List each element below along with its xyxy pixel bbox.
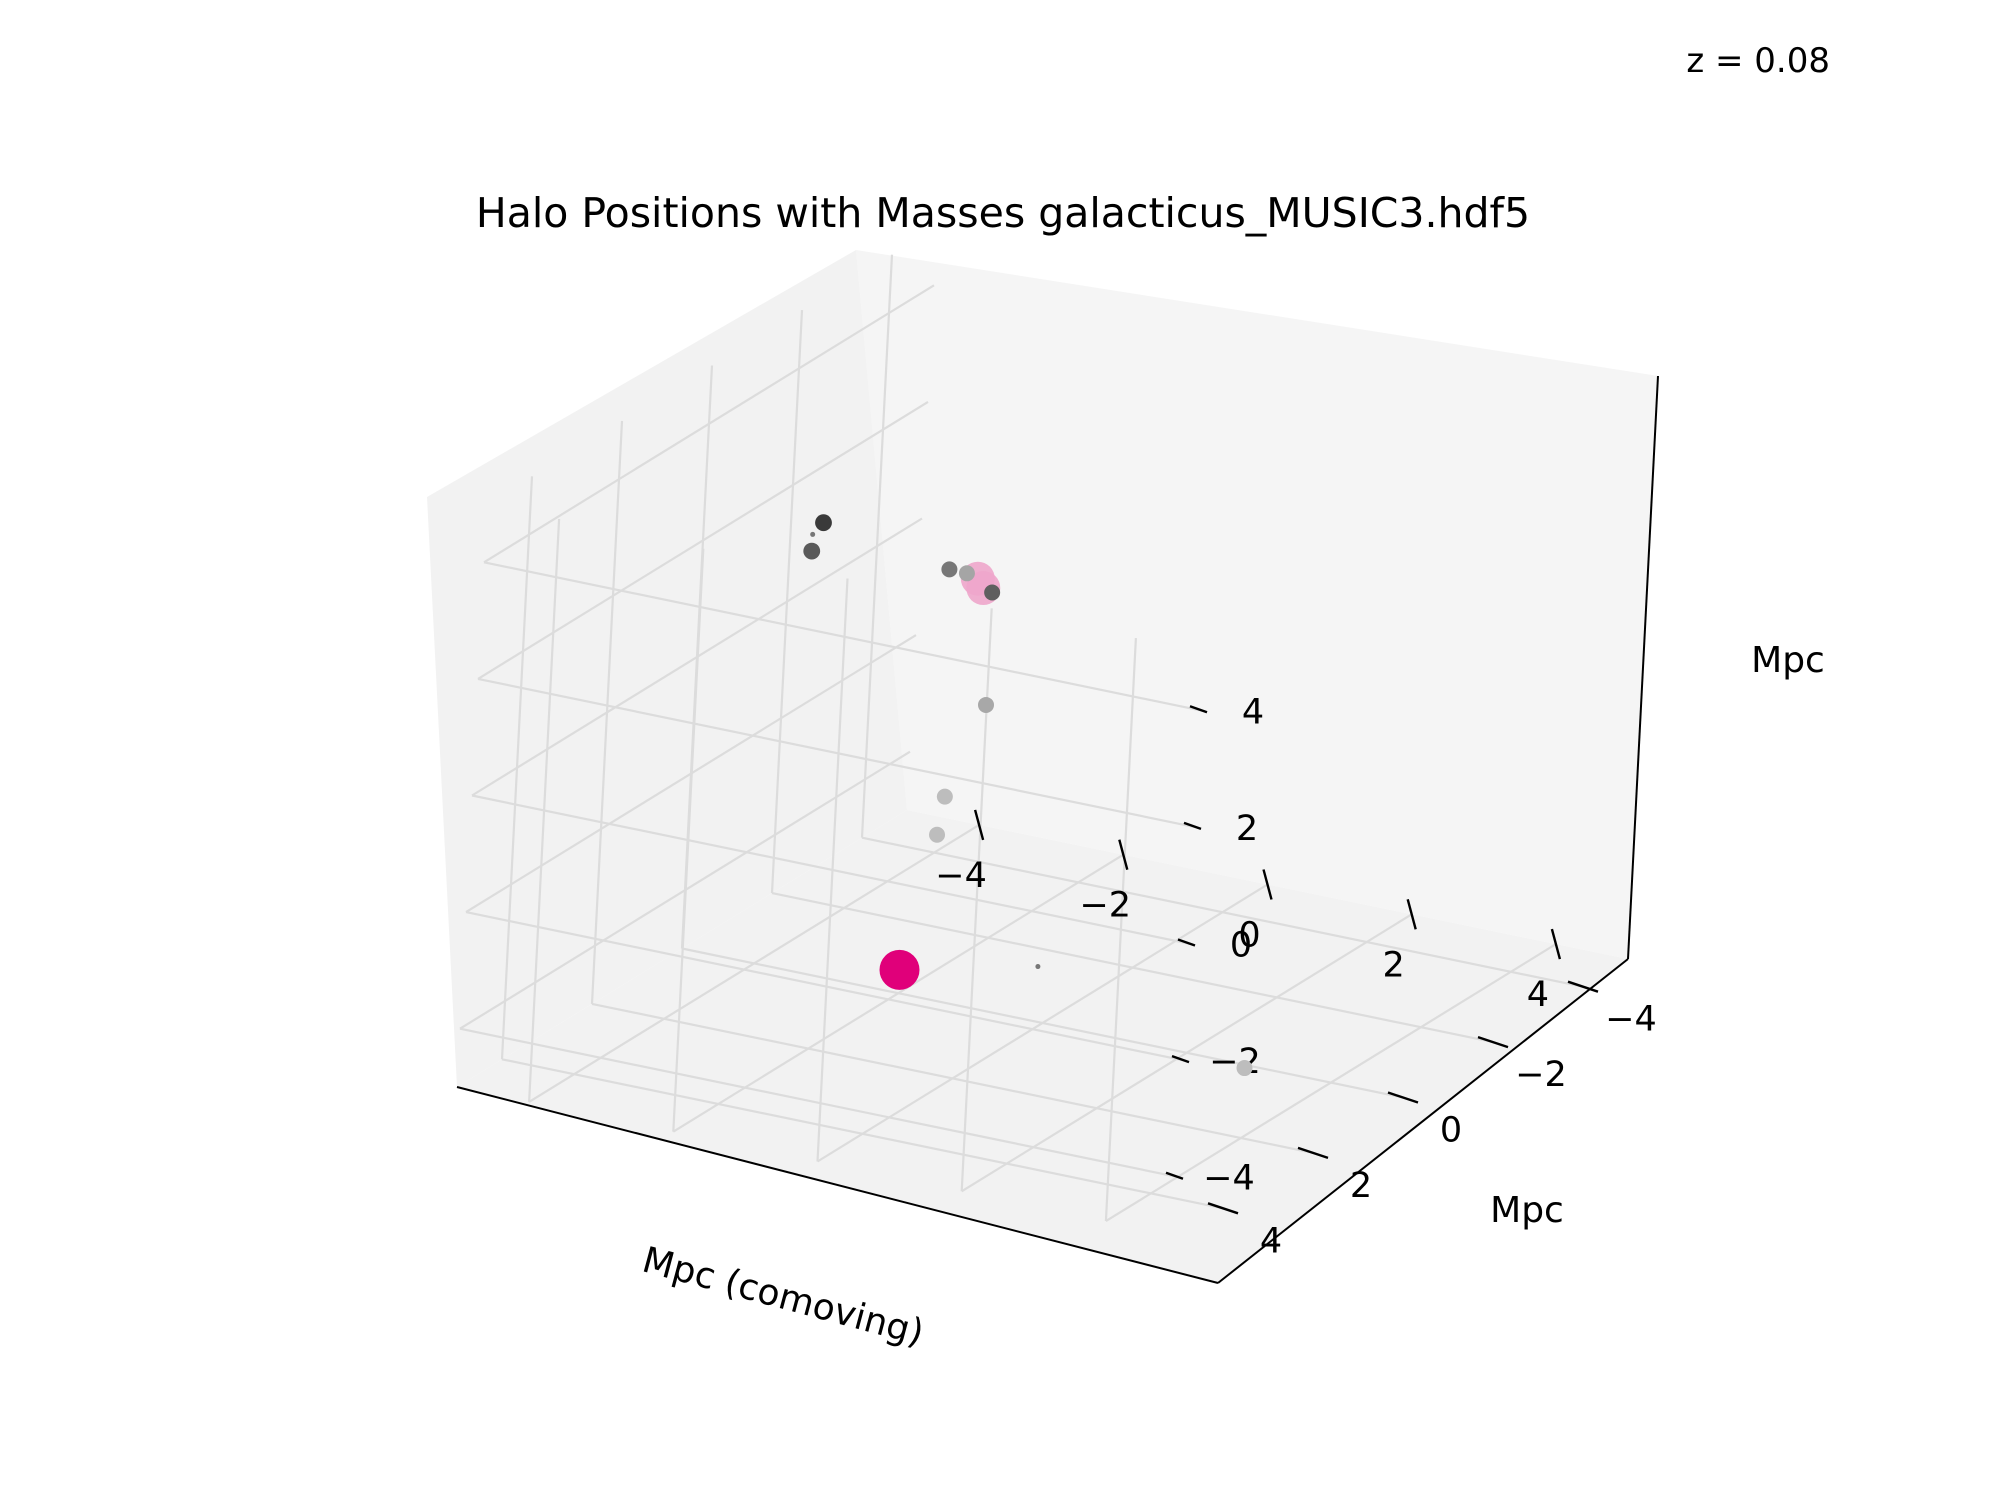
z-tick-mark (1171, 1054, 1190, 1064)
y-tick-label: 2 (1350, 1166, 1372, 1206)
grid-line-back-z (471, 794, 1194, 946)
y-tick-mark (1387, 1091, 1419, 1104)
halo-point-small (803, 542, 821, 560)
halo-points (803, 514, 1253, 1077)
halo-point-small (958, 565, 975, 582)
halo-point-main (879, 949, 920, 990)
halo-point-small (936, 788, 953, 805)
y-tick-label: 4 (1260, 1221, 1282, 1261)
back-pane (856, 250, 1658, 959)
grid-lines (459, 254, 1584, 1223)
x-tick-label: 2 (1383, 945, 1405, 985)
x-tick-mark (1118, 839, 1129, 871)
grid-line-back-z (483, 561, 1206, 713)
grid-line-back-z (477, 677, 1200, 829)
y-tick-label: −2 (1515, 1055, 1567, 1095)
y-axis-line (1217, 958, 1629, 1284)
halo-point-small (1236, 1060, 1253, 1077)
grid-line-left-y (590, 420, 624, 1004)
grid-line-floor-y (681, 947, 1404, 1099)
x-tick-label: 0 (1238, 916, 1260, 956)
z-tick-mark (1183, 821, 1202, 831)
x-tick-label: 4 (1527, 975, 1549, 1015)
grid-line-left-z (471, 517, 923, 797)
grid-line-left-y (500, 476, 534, 1060)
y-tick-label: −4 (1605, 1000, 1657, 1040)
grid-line-back-x (1104, 638, 1137, 1222)
z-tick-mark (1165, 1171, 1184, 1180)
halo-point-small (815, 514, 832, 532)
halo-point-small (978, 696, 994, 713)
x-tick-mark (1262, 869, 1273, 900)
halo-point-small (984, 584, 1001, 601)
x-tick-mark (1550, 928, 1562, 960)
y-axis-label: Mpc (1490, 1190, 1564, 1231)
halo-point-small (941, 561, 958, 578)
z-tick-label: 4 (1242, 692, 1264, 732)
grid-line-left-z (483, 284, 935, 564)
grid-line-floor-x (961, 913, 1413, 1193)
x-tick-label: −2 (1079, 886, 1131, 926)
z-tick-label: −4 (1203, 1159, 1255, 1199)
grid-line-floor-y (501, 1058, 1224, 1210)
chart-title: Halo Positions with Masses galacticus_MU… (476, 189, 1530, 237)
z-tick-mark (1177, 938, 1196, 947)
halo-point-tiny (1035, 964, 1041, 970)
halo-point-tiny (810, 531, 816, 537)
y-tick-mark (1297, 1146, 1329, 1160)
y-tick-mark (1477, 1035, 1509, 1049)
x-axis-line (456, 1086, 1219, 1284)
y-tick-label: 0 (1440, 1111, 1462, 1151)
x-tick-label: −4 (935, 856, 987, 896)
grid-line-floor-y (591, 1002, 1314, 1154)
z-tick-label: 2 (1236, 809, 1258, 849)
halo-point-small (929, 826, 946, 843)
grid-line-left-z (477, 400, 929, 680)
redshift-annotation: z = 0.08 (1686, 41, 1830, 81)
z-axis-label: Mpc (1751, 640, 1825, 681)
y-tick-mark (1207, 1202, 1239, 1215)
floor-pane (457, 810, 1628, 1283)
z-axis-line (1627, 375, 1659, 960)
y-tick-mark (1567, 980, 1599, 993)
z-tick-label: −2 (1209, 1042, 1261, 1082)
x-tick-mark (973, 809, 985, 841)
z-tick-label: 0 (1230, 926, 1252, 966)
grid-line-floor-x (1105, 943, 1557, 1223)
left-pane (427, 250, 907, 1087)
x-tick-mark (1406, 898, 1417, 930)
z-tick-mark (1189, 705, 1208, 714)
